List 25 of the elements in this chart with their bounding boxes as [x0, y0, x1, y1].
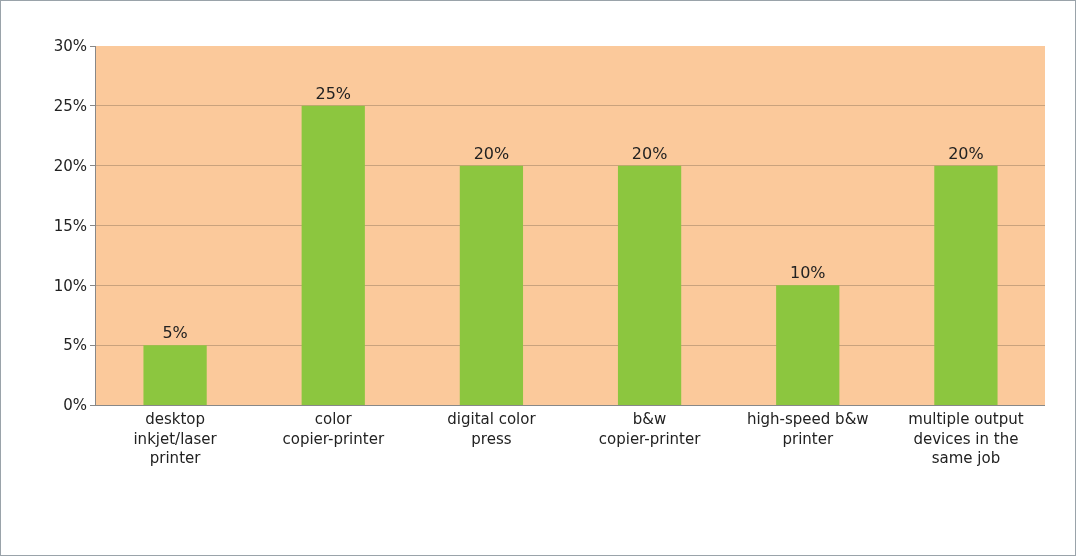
y-tick-label: 0%: [63, 396, 87, 415]
bar: [934, 165, 998, 405]
data-label: 20%: [948, 143, 984, 163]
y-tick-label: 20%: [53, 156, 87, 175]
bar: [143, 345, 207, 405]
y-tick-label: 15%: [53, 216, 87, 235]
y-tick-label: 5%: [63, 336, 87, 355]
x-tick-label: digital color press: [447, 410, 537, 448]
data-label: 10%: [789, 263, 826, 283]
x-tick-label: color copier-printer: [282, 410, 385, 448]
y-tick-label: 25%: [53, 97, 87, 116]
data-label: 20%: [631, 143, 668, 163]
bar: [459, 165, 524, 405]
x-tick-label: multiple output devices in the same job: [908, 410, 1024, 467]
bar: [617, 165, 682, 405]
data-label: 5%: [162, 323, 188, 343]
bar: [776, 285, 840, 405]
x-tick-label: high-speed b&w printer: [746, 410, 869, 448]
data-label: 25%: [315, 83, 352, 103]
bar: [301, 105, 365, 405]
x-tick-label: desktop inkjet/laser printer: [133, 410, 218, 467]
x-tick-label: b&w copier-printer: [598, 410, 702, 448]
y-tick-label: 10%: [53, 276, 87, 295]
y-tick-label: 30%: [53, 37, 87, 56]
data-label: 20%: [473, 143, 510, 163]
